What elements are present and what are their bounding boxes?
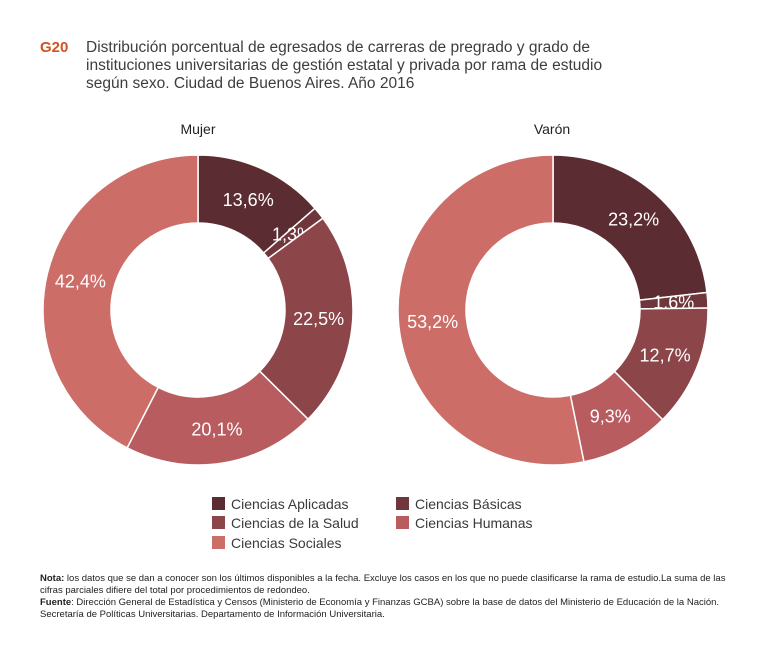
data-label-mujer-3: 20,1% (191, 420, 242, 440)
legend-swatch (212, 497, 225, 510)
chart-title-varon: Varón (533, 121, 571, 137)
legend-item-ciencias-basicas: Ciencias Básicas (396, 496, 522, 512)
data-label-varon-2: 12,7% (640, 346, 691, 366)
legend-swatch (212, 536, 225, 549)
data-label-mujer-0: 13,6% (223, 190, 274, 210)
data-label-mujer-4: 42,4% (55, 272, 106, 292)
donut-slice-mujer-2 (258, 217, 354, 421)
nota-text: los datos que se dan a conocer son los ú… (40, 573, 726, 596)
data-label-varon-1: 1,6% (653, 292, 694, 312)
data-label-varon-3: 9,3% (590, 407, 631, 427)
legend-item-ciencias-sociales: Ciencias Sociales (212, 535, 342, 551)
donut-charts: 13,6%1,3%22,5%20,1%42,4%23,2%1,6%12,7%9,… (42, 154, 709, 466)
nota-label: Nota: (40, 573, 65, 584)
legend-item-ciencias-de-la-salud: Ciencias de la Salud (212, 515, 359, 531)
data-label-mujer-2: 22,5% (293, 309, 344, 329)
data-label-varon-4: 53,2% (407, 312, 458, 332)
donut-slice-varon-4 (397, 154, 585, 466)
legend-item-ciencias-humanas: Ciencias Humanas (396, 515, 533, 531)
legend-swatch (212, 516, 225, 529)
donut-slice-varon-0 (552, 154, 708, 302)
figure-title: Distribución porcentual de egresados de … (86, 39, 603, 92)
figure-code: G20 (40, 39, 69, 56)
notes: Nota: los datos que se dan a conocer son… (40, 573, 730, 621)
chart-title-mujer: Mujer (180, 121, 216, 137)
donut-slice-mujer-4 (42, 154, 199, 449)
data-label-varon-0: 23,2% (608, 210, 659, 230)
legend-swatch (396, 497, 409, 510)
fuente-text: : Dirección General de Estadística y Cen… (40, 597, 720, 620)
fuente-label: Fuente (40, 597, 72, 608)
legend-swatch (396, 516, 409, 529)
legend-item-ciencias-aplicadas: Ciencias Aplicadas (212, 496, 349, 512)
